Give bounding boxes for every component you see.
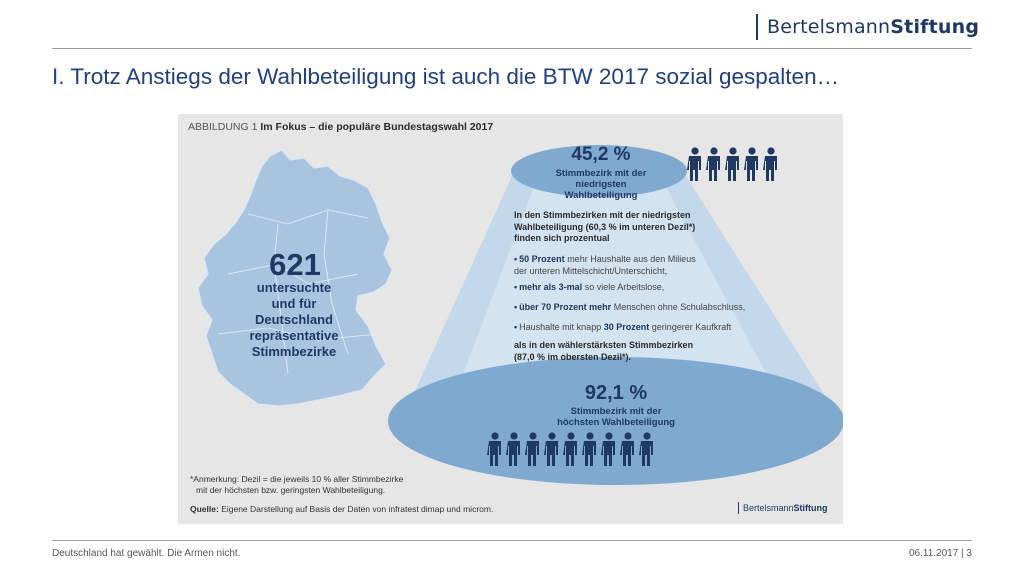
person-icon xyxy=(487,432,501,466)
bullet-text: Haushalte mit knapp xyxy=(519,322,602,332)
light-beam-inner xyxy=(448,176,788,414)
person-icon xyxy=(620,432,634,466)
person-icon xyxy=(706,147,720,181)
bullet-dot: • xyxy=(514,322,518,332)
person-icon xyxy=(763,147,777,181)
source-text: Eigene Darstellung auf Basis der Daten v… xyxy=(221,504,494,514)
mini-logo-text: BertelsmannStiftung xyxy=(743,503,828,513)
bullet-purchasing-power: • Haushalte mit knapp 30 Prozent geringer… xyxy=(514,322,774,334)
source-line: Quelle: Eigene Darstellung auf Basis der… xyxy=(190,504,493,514)
person-icon xyxy=(639,432,653,466)
bullet-households: • 50 Prozent mehr Haushalte aus den Milie… xyxy=(514,254,774,277)
map-text: untersuchte und für Deutschland repräsen… xyxy=(224,280,364,360)
top-label-line: Stimmbezirk mit der xyxy=(555,168,647,179)
bottom-label-line: Stimmbezirk mit der xyxy=(570,406,662,417)
map-text-line: Deutschland xyxy=(254,312,333,327)
bullet-dot: • xyxy=(514,282,518,292)
map-text-line: untersuchte xyxy=(256,280,332,295)
person-icon xyxy=(525,432,539,466)
bullet-text: der unteren Mittelschicht/Unterschicht, xyxy=(514,265,668,276)
person-icon xyxy=(725,147,739,181)
bottom-label: Stimmbezirk mit der höchsten Wahlbeteili… xyxy=(546,406,686,428)
footer-date-page: 06.11.2017 | 3 xyxy=(908,548,972,559)
footnote-line: mit der höchsten bzw. geringsten Wahlbet… xyxy=(196,485,386,495)
bottom-ellipse xyxy=(388,357,843,485)
top-label-line: niedrigsten Wahlbeteiligung xyxy=(564,179,638,201)
state-borders xyxy=(217,209,379,375)
bullet-text: so viele Arbeitslose, xyxy=(584,282,665,292)
caption-prefix: ABBILDUNG 1 xyxy=(188,121,258,133)
bullet-text: Menschen ohne Schulabschluss, xyxy=(613,302,746,312)
bullet-no-degree: • über 70 Prozent mehr Menschen ohne Schu… xyxy=(514,302,774,314)
person-icon xyxy=(563,432,577,466)
intro-line: Wahlbeteiligung (60,3 % im unteren Dezil… xyxy=(514,221,696,232)
person-icon xyxy=(544,432,558,466)
intro-text: In den Stimmbezirken mit der niedrigsten… xyxy=(514,210,744,245)
slide-title: I. Trotz Anstiegs der Wahlbeteiligung is… xyxy=(52,64,840,89)
outro-line: als in den wählerstärksten Stimmbezirken xyxy=(514,340,694,350)
logo-word-2: Stiftung xyxy=(890,16,980,38)
intro-line: finden sich prozentual xyxy=(514,233,610,243)
bullet-unemployed: • mehr als 3-mal so viele Arbeitslose, xyxy=(514,282,774,294)
bertelsmann-logo: BertelsmannStiftung xyxy=(756,14,979,40)
bottom-divider xyxy=(52,540,972,541)
bullet-text: mehr Haushalte aus den Milieus xyxy=(567,254,696,264)
intro-line: In den Stimmbezirken mit der niedrigsten xyxy=(514,210,691,220)
bullet-text: geringerer Kaufkraft xyxy=(651,322,732,332)
logo-word-1: Bertelsmann xyxy=(767,16,891,38)
top-ellipse xyxy=(511,145,687,197)
person-icon xyxy=(687,147,701,181)
mini-logo-word-2: Stiftung xyxy=(793,503,828,513)
bullet-bold: über 70 Prozent mehr xyxy=(519,302,612,312)
bullet-dot: • xyxy=(514,302,518,312)
figure-caption: ABBILDUNG 1 Im Fokus – die populäre Bund… xyxy=(188,121,493,133)
infographic: ABBILDUNG 1 Im Fokus – die populäre Bund… xyxy=(178,114,843,524)
mini-logo-bar xyxy=(738,502,739,514)
germany-map xyxy=(197,149,393,407)
footnote-line: *Anmerkung: Dezil = die jeweils 10 % all… xyxy=(190,474,404,484)
top-divider xyxy=(52,48,972,49)
outro-text: als in den wählerstärksten Stimmbezirken… xyxy=(514,340,744,363)
person-icon xyxy=(582,432,596,466)
bullet-bold: 30 Prozent xyxy=(603,322,650,332)
footnote: *Anmerkung: Dezil = die jeweils 10 % all… xyxy=(190,474,450,496)
bottom-people-group xyxy=(487,432,653,466)
infographic-graphics xyxy=(197,145,843,485)
bottom-label-line: höchsten Wahlbeteiligung xyxy=(557,417,675,428)
map-text-line: Stimmbezirke xyxy=(251,344,337,359)
logo-bar xyxy=(756,14,758,40)
person-icon xyxy=(744,147,758,181)
person-icon xyxy=(506,432,520,466)
bullet-dot: • xyxy=(514,254,518,264)
map-text-line: und für xyxy=(271,296,317,311)
footer-text: Deutschland hat gewählt. Die Armen nicht… xyxy=(52,548,241,559)
logo-text: BertelsmannStiftung xyxy=(767,16,979,38)
caption-title: Im Fokus – die populäre Bundestagswahl 2… xyxy=(260,121,494,133)
map-text-line: repräsentative xyxy=(249,328,339,343)
bottom-percent: 92,1 % xyxy=(584,382,648,404)
top-label: Stimmbezirk mit der niedrigsten Wahlbete… xyxy=(538,168,664,201)
figure-logo: BertelsmannStiftung xyxy=(738,502,828,514)
source-label: Quelle: xyxy=(190,504,219,514)
person-icon xyxy=(601,432,615,466)
top-people-group xyxy=(687,147,777,181)
top-percent: 45,2 % xyxy=(571,144,631,165)
map-number: 621 xyxy=(269,247,321,282)
bullet-bold: mehr als 3-mal xyxy=(519,282,583,292)
outro-line: (87,0 % im obersten Dezil*). xyxy=(514,351,632,362)
mini-logo-word-1: Bertelsmann xyxy=(743,503,794,513)
bullet-bold: 50 Prozent xyxy=(519,254,565,264)
